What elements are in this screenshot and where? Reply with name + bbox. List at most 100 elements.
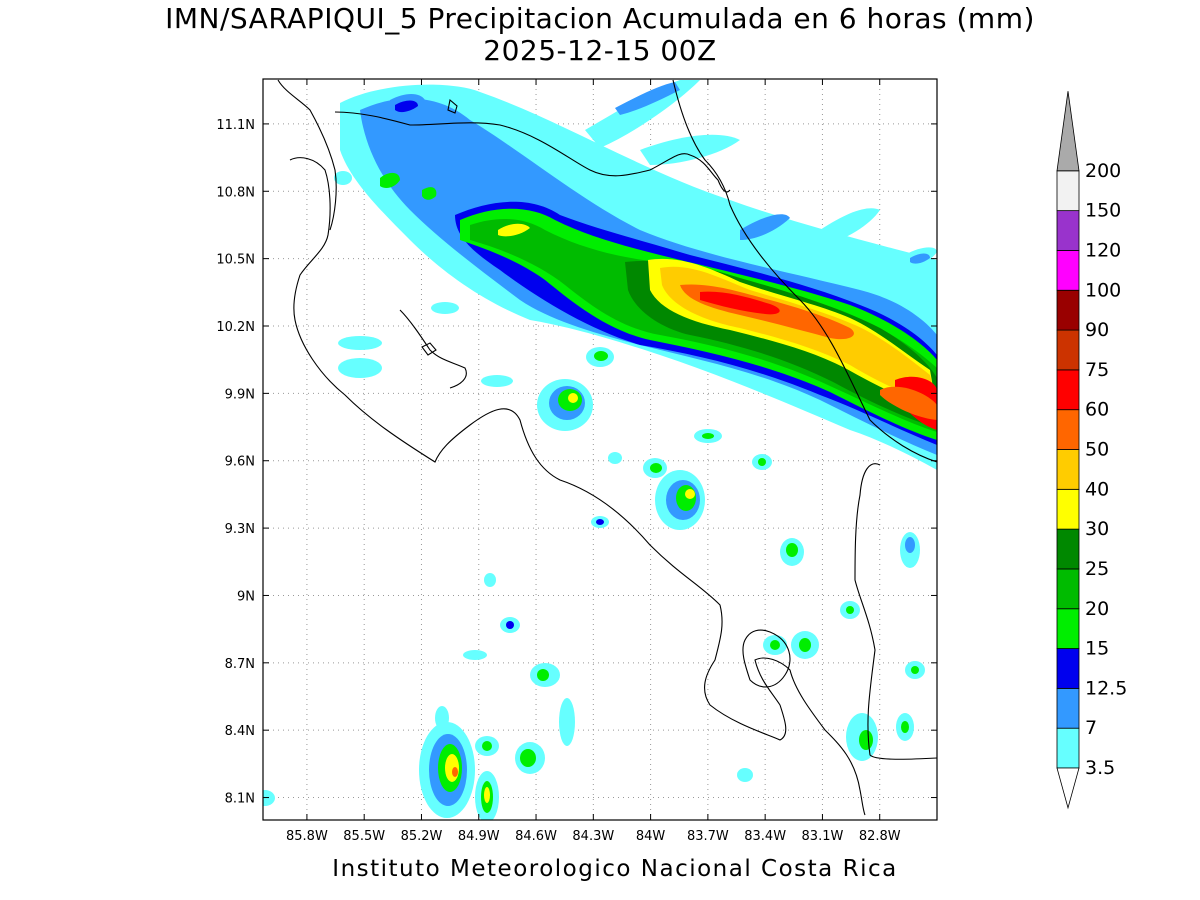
coastlines	[277, 79, 937, 816]
x-tick-label: 84.9W	[458, 829, 500, 844]
x-tick-label: 85.5W	[343, 829, 385, 844]
legend-swatch	[1056, 449, 1080, 490]
x-axis-ticks: 85.8W 85.5W 85.2W 84.9W 84.6W 84.3W 84W 83.7W 83…	[286, 79, 901, 844]
cell-green-12	[520, 749, 536, 767]
precip-streak-nw-4	[395, 100, 418, 113]
cell-green-19	[846, 606, 854, 614]
legend-swatch	[1056, 568, 1080, 610]
y-tick-label: 8.7N	[225, 657, 255, 672]
island-chira	[421, 342, 437, 356]
cell-yellow-14	[445, 754, 459, 782]
legend-label: 20	[1085, 598, 1109, 620]
legend-swatch	[1056, 488, 1080, 530]
legend-label: 75	[1085, 359, 1109, 381]
cell-green-6	[758, 458, 766, 466]
legend-swatch	[1056, 687, 1080, 729]
precip-streak-east-blue	[910, 253, 930, 264]
legend-label: 50	[1085, 439, 1109, 461]
precip-streak-green-nw2	[422, 187, 437, 200]
legend-label: 200	[1085, 160, 1121, 182]
precip-streak-cyan-b	[640, 134, 740, 165]
cell-green-7	[786, 543, 798, 557]
y-tick-label: 8.4N	[225, 724, 255, 739]
legend-low-arrow	[1056, 767, 1080, 810]
legend-swatch	[1056, 289, 1080, 331]
coastline-nicaragua-pacific	[277, 79, 337, 231]
precip-streak-blue-a	[740, 214, 790, 240]
y-tick-label: 8.1N	[225, 792, 255, 807]
legend-swatch	[1056, 409, 1080, 450]
y-tick-label: 9N	[237, 589, 255, 604]
x-tick-label: 82.8W	[859, 829, 901, 844]
map-title: IMN/SARAPIQUI_5 Precipitacion Acumulada …	[165, 2, 1035, 35]
cell-red-14	[452, 767, 458, 777]
cell-cyan-31	[608, 452, 622, 464]
cell-green-18	[770, 640, 780, 650]
legend-swatch	[1056, 250, 1080, 291]
legend-swatch	[1056, 329, 1080, 371]
cell-green-2	[594, 351, 608, 361]
legend-swatch	[1056, 369, 1080, 411]
x-tick-label: 84.3W	[572, 829, 614, 844]
legend-label: 15	[1085, 638, 1109, 660]
color-legend: 3.5 7 12.5 15 20 25 30 40 50 60 75 90 100 120 150 200	[1056, 91, 1127, 810]
cell-cyan-26	[338, 358, 382, 378]
legend-label: 120	[1085, 239, 1121, 261]
legend-label: 30	[1085, 518, 1109, 540]
x-tick-label: 85.2W	[401, 829, 443, 844]
border-panama	[854, 463, 937, 760]
x-tick-label: 83.1W	[802, 829, 844, 844]
precip-area-red	[700, 291, 780, 315]
y-tick-label: 11.1N	[216, 118, 255, 133]
legend-label: 25	[1085, 558, 1109, 580]
cell-green-5	[702, 433, 714, 439]
coastline-nicoya	[289, 157, 866, 816]
legend-label: 7	[1085, 717, 1097, 739]
footer-credit: Instituto Meteorologico Nacional Costa R…	[332, 856, 898, 882]
cell-cyan-25	[338, 336, 382, 350]
legend-label: 100	[1085, 279, 1121, 301]
legend-label: 40	[1085, 478, 1109, 500]
northeast-islet	[447, 98, 458, 114]
x-tick-label: 83.7W	[687, 829, 729, 844]
cell-green-23	[859, 730, 873, 750]
precip-streak-yellow-nw	[498, 223, 530, 237]
cell-green-4	[650, 463, 662, 473]
cell-yellow	[568, 393, 578, 403]
cell-navy-8	[596, 519, 604, 525]
cell-cyan-29	[484, 573, 496, 587]
lat-lon-grid	[263, 79, 937, 820]
cell-yellow-15	[484, 787, 490, 803]
cell-yellow-3	[685, 489, 695, 499]
legend-swatch	[1056, 210, 1080, 251]
x-tick-label: 84W	[636, 829, 666, 844]
cell-cyan-27	[431, 302, 459, 314]
precip-streak-nw-1	[585, 80, 700, 148]
y-tick-label: 10.8N	[216, 185, 255, 200]
y-axis-ticks: 8.1N 8.4N 8.7N 9N 9.3N 9.6N 9.9N 10.2N 10.5N 10.8…	[216, 118, 937, 807]
cell-green-22	[901, 721, 909, 733]
y-tick-label: 9.3N	[225, 522, 255, 537]
cell-green-21	[911, 666, 919, 674]
legend-swatch	[1056, 528, 1080, 570]
x-tick-label: 83.4W	[744, 829, 786, 844]
y-tick-label: 9.9N	[225, 387, 255, 402]
legend-label: 150	[1085, 200, 1121, 222]
precip-streak-green-nw	[380, 172, 400, 188]
legend-swatch	[1056, 648, 1080, 689]
x-tick-label: 84.6W	[515, 829, 557, 844]
cell-cyan-24	[737, 768, 753, 782]
y-tick-label: 10.2N	[216, 320, 255, 335]
map-subtitle-date: 2025-12-15 00Z	[483, 34, 717, 67]
legend-label: 90	[1085, 319, 1109, 341]
cell-green-10	[537, 669, 549, 681]
y-tick-label: 9.6N	[225, 455, 255, 470]
cell-blue-20	[905, 537, 915, 553]
rain-band-northeast	[340, 80, 937, 470]
cell-navy-9	[506, 621, 514, 629]
coastline-caribbean	[672, 79, 937, 463]
cell-cyan-16	[435, 706, 449, 730]
osa-peninsula	[742, 629, 791, 688]
precip-streak-cyan-a	[820, 208, 880, 245]
plot-frame	[262, 78, 938, 821]
